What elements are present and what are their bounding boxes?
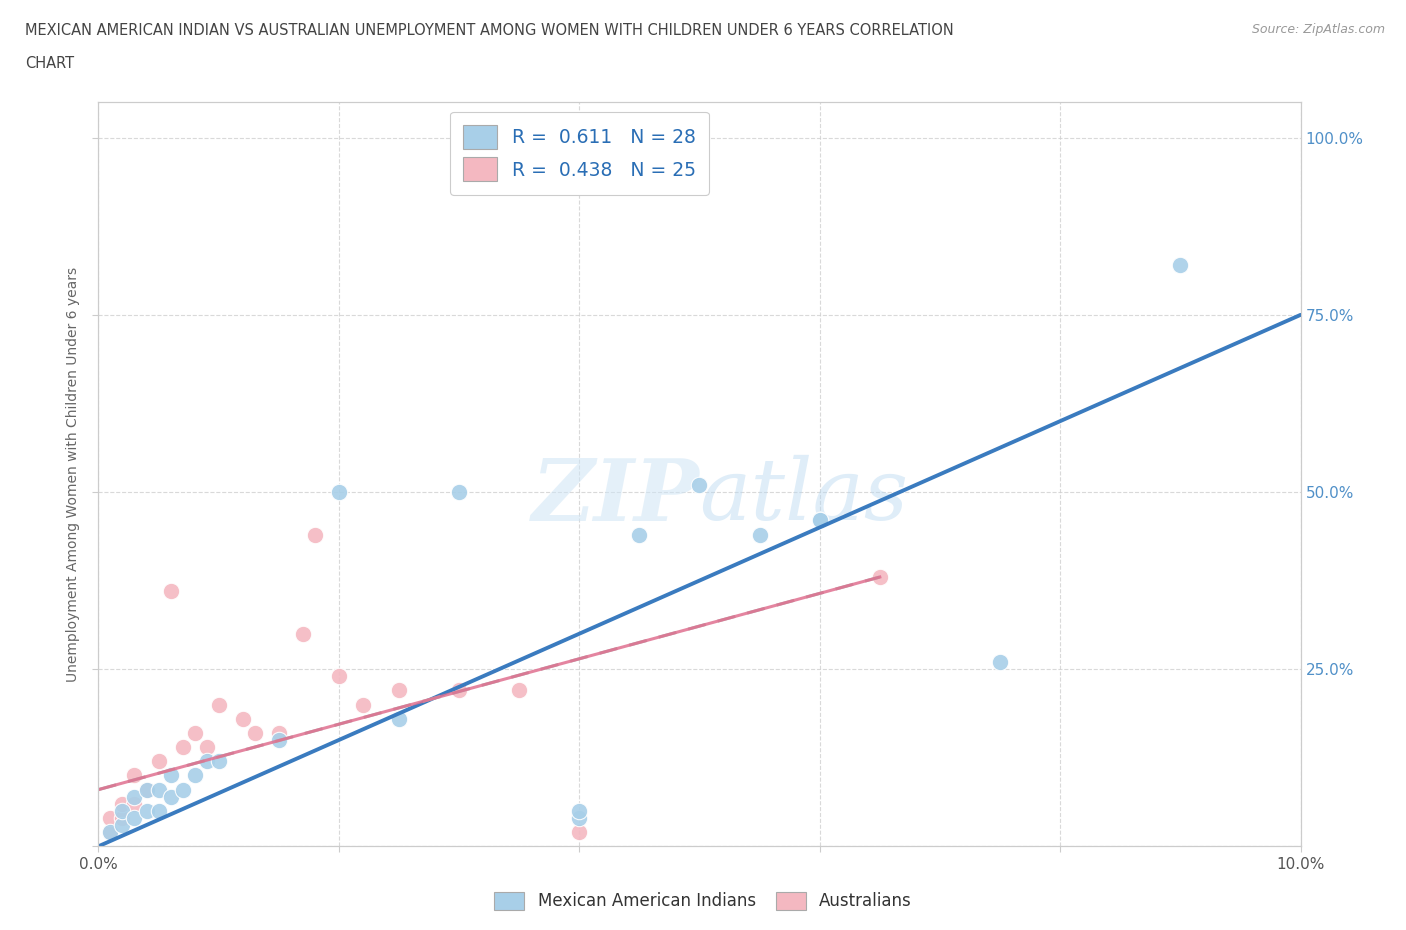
Point: [267, 725, 290, 740]
Point: [304, 527, 326, 542]
Point: [208, 754, 231, 769]
Point: [243, 725, 266, 740]
Point: [328, 669, 350, 684]
Point: [183, 725, 205, 740]
Point: [1170, 258, 1192, 272]
Point: [100, 825, 122, 840]
Point: [148, 782, 170, 797]
Point: [508, 683, 530, 698]
Point: [195, 754, 218, 769]
Point: [111, 811, 134, 826]
Legend: Mexican American Indians, Australians: Mexican American Indians, Australians: [488, 885, 918, 917]
Point: [124, 796, 146, 811]
Point: [628, 527, 651, 542]
Point: [124, 811, 146, 826]
Point: [100, 811, 122, 826]
Point: [195, 739, 218, 754]
Point: [135, 782, 157, 797]
Point: [148, 754, 170, 769]
Point: [568, 825, 591, 840]
Point: [148, 804, 170, 818]
Point: [447, 683, 470, 698]
Point: [159, 790, 181, 804]
Point: [388, 683, 411, 698]
Point: [111, 804, 134, 818]
Point: [111, 796, 134, 811]
Legend: R =  0.611   N = 28, R =  0.438   N = 25: R = 0.611 N = 28, R = 0.438 N = 25: [450, 112, 709, 194]
Point: [208, 698, 231, 712]
Text: MEXICAN AMERICAN INDIAN VS AUSTRALIAN UNEMPLOYMENT AMONG WOMEN WITH CHILDREN UND: MEXICAN AMERICAN INDIAN VS AUSTRALIAN UN…: [25, 23, 955, 38]
Point: [159, 584, 181, 599]
Point: [124, 768, 146, 783]
Point: [135, 804, 157, 818]
Point: [748, 527, 770, 542]
Point: [352, 698, 374, 712]
Point: [135, 782, 157, 797]
Point: [388, 711, 411, 726]
Point: [159, 768, 181, 783]
Point: [568, 804, 591, 818]
Point: [869, 569, 891, 584]
Text: Source: ZipAtlas.com: Source: ZipAtlas.com: [1251, 23, 1385, 36]
Point: [328, 485, 350, 499]
Text: atlas: atlas: [700, 456, 908, 538]
Point: [232, 711, 254, 726]
Point: [568, 811, 591, 826]
Point: [172, 739, 194, 754]
Text: ZIP: ZIP: [531, 455, 700, 538]
Point: [808, 513, 831, 528]
Point: [111, 817, 134, 832]
Point: [689, 477, 711, 492]
Point: [267, 733, 290, 748]
Point: [100, 825, 122, 840]
Point: [447, 485, 470, 499]
Point: [988, 655, 1011, 670]
Y-axis label: Unemployment Among Women with Children Under 6 years: Unemployment Among Women with Children U…: [66, 267, 80, 682]
Point: [172, 782, 194, 797]
Point: [291, 626, 314, 641]
Point: [808, 513, 831, 528]
Point: [124, 790, 146, 804]
Point: [183, 768, 205, 783]
Text: CHART: CHART: [25, 56, 75, 71]
